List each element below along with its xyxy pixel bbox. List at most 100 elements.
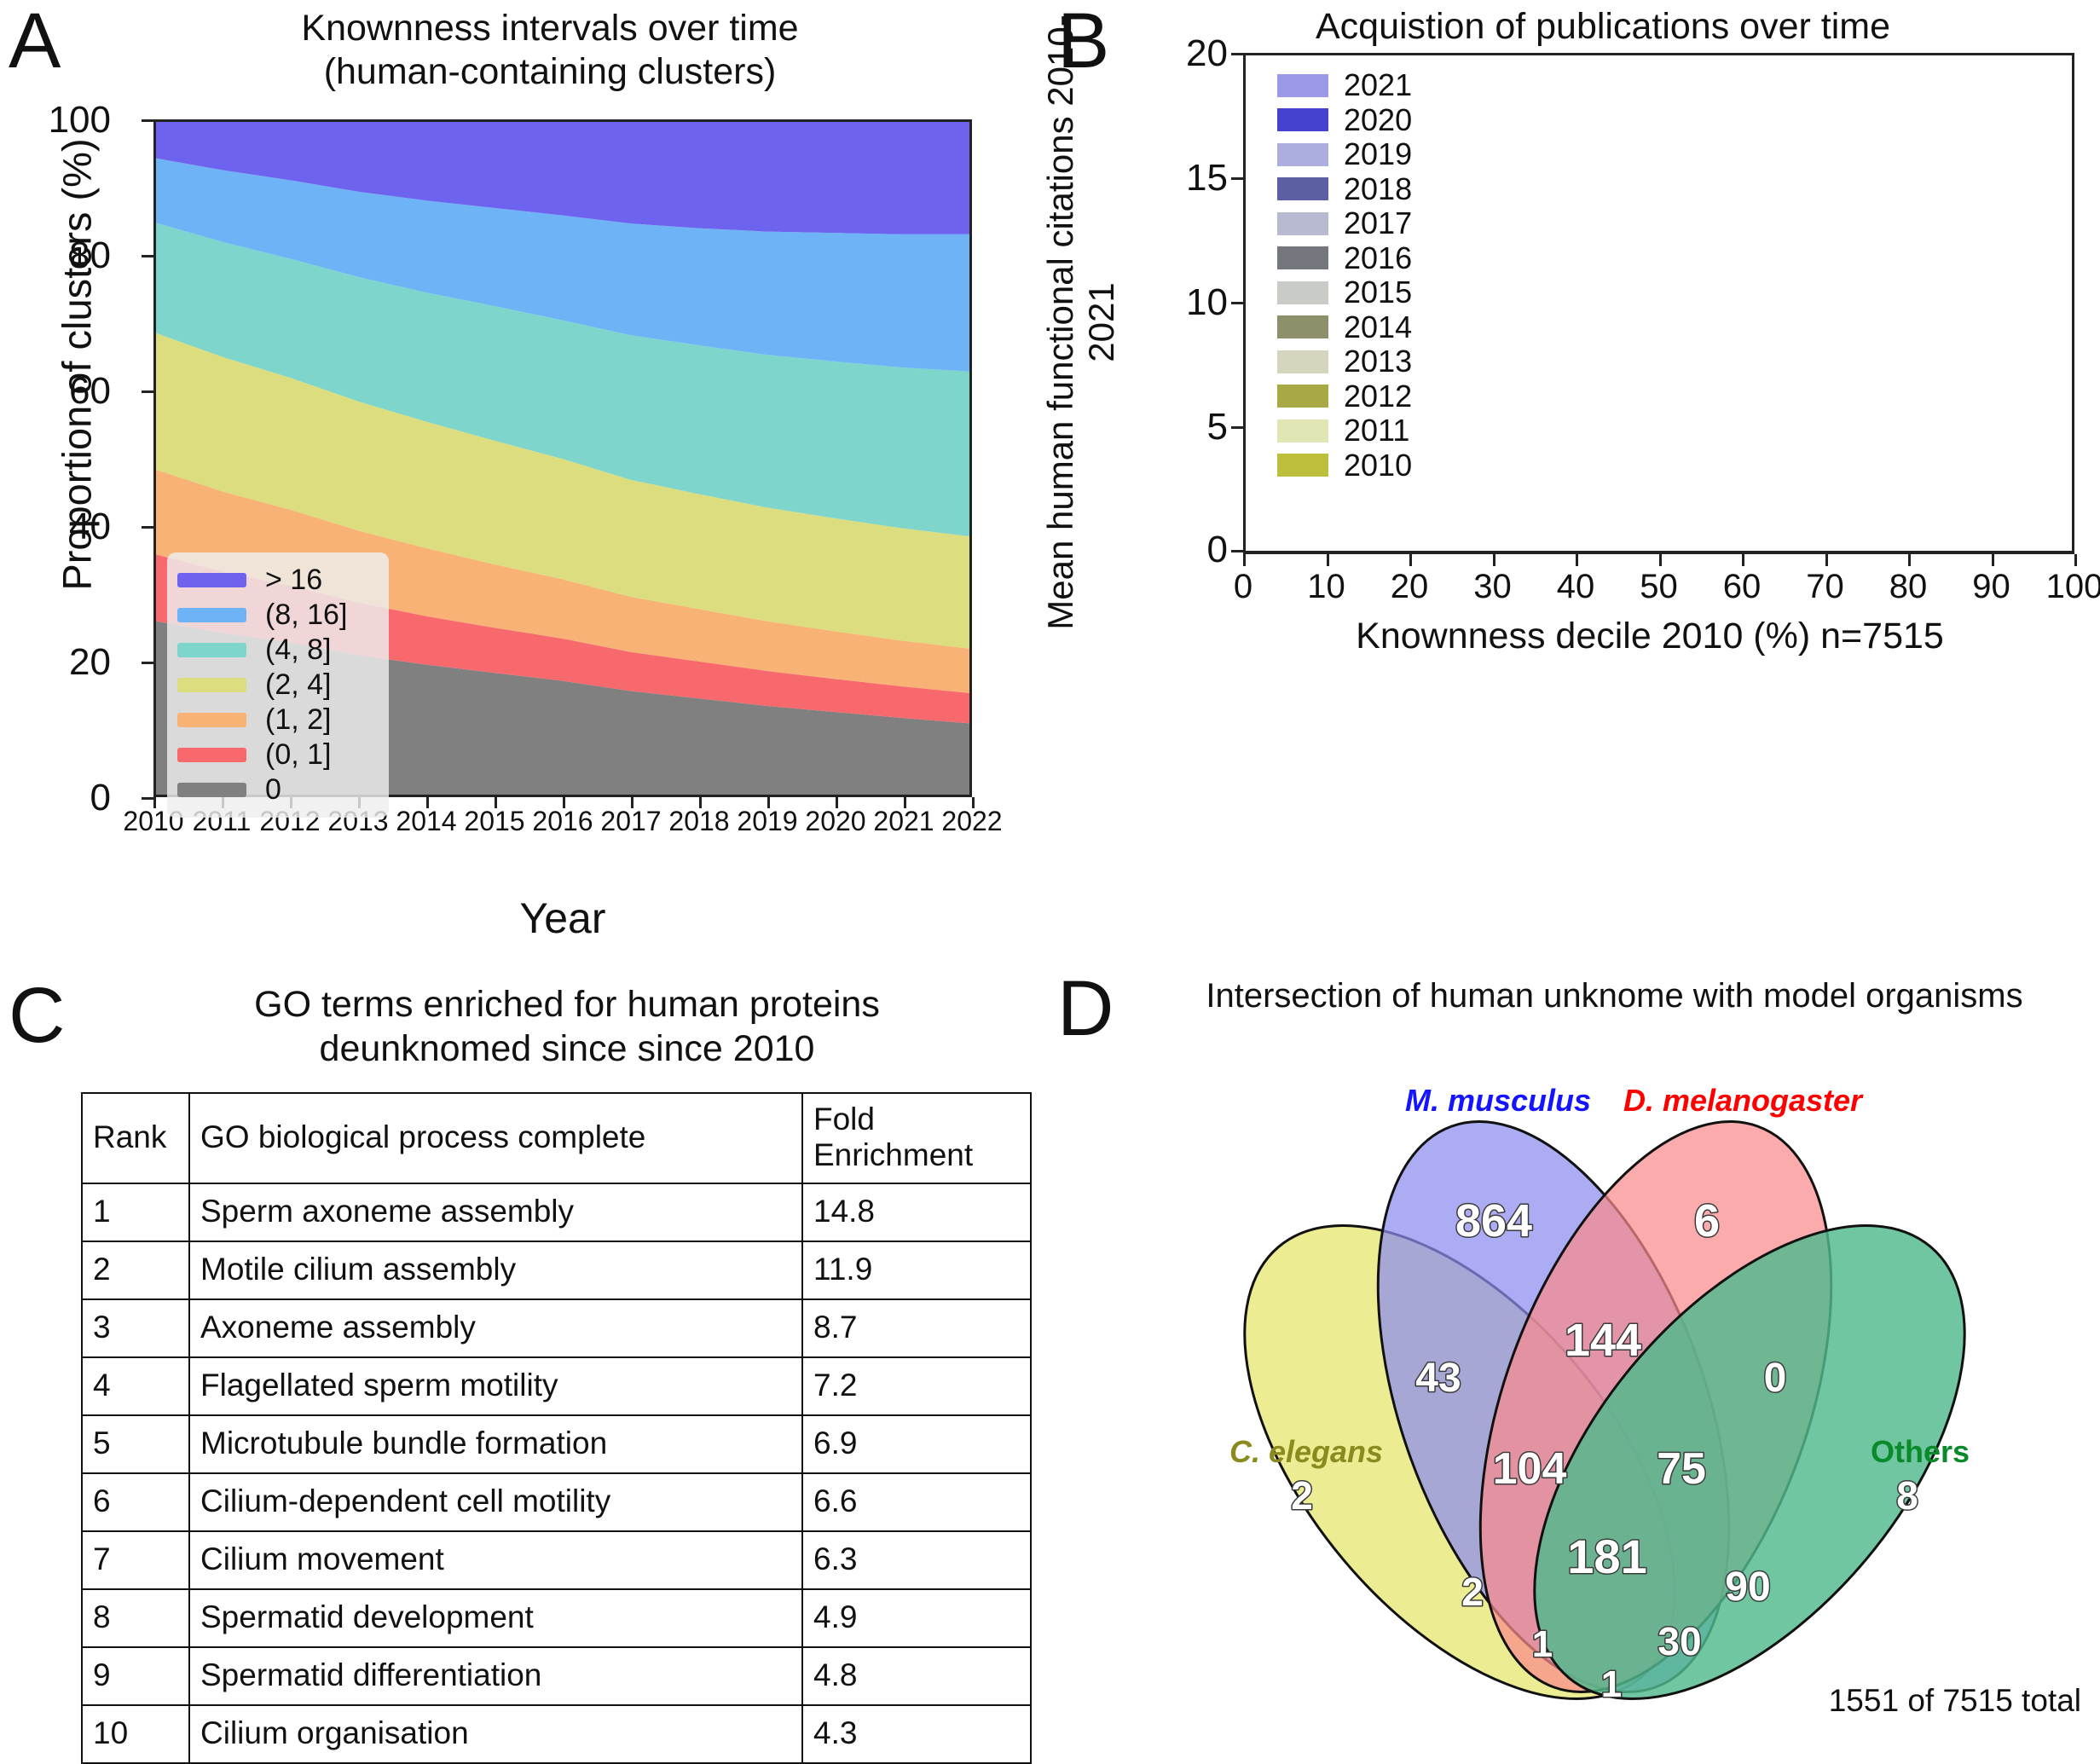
cell-rank: 9 [81,1646,190,1706]
b-ytick-5: 5 [1206,406,1228,448]
b-xtick-10: 10 [1307,568,1345,605]
a-xtick-2016: 2016 [532,806,593,836]
panel-a-legend[interactable]: > 16 (8, 16] (4, 8] (2, 4] (1, 2] (0, 1] 0 [167,552,389,818]
table-row: 1 Sperm axoneme assembly 14.8 [81,1183,1032,1242]
a-xtickmark [631,797,633,808]
b-legend-item[interactable]: 2021 [1277,67,1413,103]
a-xtick-2015: 2015 [464,806,525,836]
venn-count-Dm: 6 [1694,1195,1720,1246]
b-legend-item[interactable]: 2013 [1277,344,1412,379]
a-ytick-60: 60 [69,370,111,412]
b-legend-label: 2021 [1344,67,1413,103]
area-band--4-8- [156,223,969,537]
area-band--0-1- [156,554,969,724]
a-xtickmark [836,797,838,808]
legend-swatch-icon [177,678,246,692]
cell-fold-enrichment: 6.9 [801,1414,1032,1474]
cell-rank: 10 [81,1704,190,1764]
a-ytick-20: 20 [69,641,111,683]
venn-svg: 2 864 6 8 43 144 0 104 75 2 90 181 1 30 1 C. elegans M.… [1229,1083,2047,1726]
legend-swatch-icon [1277,385,1328,408]
a-xtickmark [563,797,565,808]
cell-fold-enrichment: 4.8 [801,1646,1032,1706]
a-legend-item[interactable]: (4, 8] [177,633,377,668]
b-xtick-0: 0 [1233,568,1253,605]
b-legend-item[interactable]: 2014 [1277,309,1413,345]
b-legend-item[interactable]: 2020 [1277,101,1413,138]
panel-b-x-axis-label: Knownness decile 2010 (%) n=7515 [1356,616,1944,656]
b-legend-item[interactable]: 2015 [1277,275,1412,310]
panel-a-title: Knownness intervals over time (human-con… [111,7,989,93]
panel-c-letter: C [9,972,66,1059]
b-tickmark [1231,177,1243,180]
a-legend-item[interactable]: > 16 [177,563,377,598]
b-legend-item[interactable]: 2012 [1277,379,1412,414]
a-legend-label: (0, 1] [265,738,332,771]
b-xtickmark [1908,554,1911,566]
b-legend-item[interactable]: 2011 [1277,413,1412,448]
b-bar-slot [1906,55,1989,552]
a-xtickmark [153,797,156,808]
venn-diagram: 2 864 6 8 43 144 0 104 75 2 90 181 1 30 1 C. elegans M.… [1093,1019,2099,1726]
cell-rank: 1 [81,1183,190,1242]
a-legend-label: (2, 4] [265,668,332,701]
a-tickmark [142,255,153,257]
b-xtickmark [2074,554,2077,566]
cell-rank: 2 [81,1241,190,1300]
panel-d-title: Intersection of human unknome with model… [1206,977,2023,1015]
panel-b-plot-area [1243,53,2074,552]
b-bar-slot [1824,55,1906,552]
b-legend-item[interactable]: 2018 [1277,171,1412,207]
b-legend-label: 2014 [1344,309,1413,344]
b-xtick-20: 20 [1390,568,1429,605]
venn-set-label-c-elegans: C. elegans [1229,1434,1383,1469]
b-legend-item[interactable]: 2017 [1277,205,1412,241]
legend-swatch-icon [1277,315,1328,339]
a-legend-item[interactable]: (2, 4] [177,668,377,703]
a-xtick-2021: 2021 [873,806,934,836]
cell-rank: 6 [81,1472,190,1532]
a-tickmark [142,526,153,529]
legend-swatch-icon [1277,108,1328,132]
venn-set-label-m-musculus: M. musculus [1405,1083,1591,1118]
a-tickmark [142,662,153,664]
b-xtick-30: 30 [1473,568,1512,605]
a-legend-item[interactable]: (8, 16] [177,598,377,633]
b-xtick-100: 100 [2045,568,2100,605]
b-bar-slot [1411,55,1494,552]
b-legend-label: 2020 [1344,101,1413,137]
b-legend-label: 2019 [1344,136,1413,172]
cell-fold-enrichment: 14.8 [801,1183,1032,1242]
cell-fold-enrichment: 7.2 [801,1356,1032,1416]
b-bar-slot [1989,55,2072,552]
cell-rank: 4 [81,1356,190,1416]
legend-swatch-icon [1277,350,1328,373]
venn-count-Dm_Ot: 0 [1764,1356,1787,1401]
b-legend-item[interactable]: 2010 [1277,448,1412,483]
b-xtick-50: 50 [1640,568,1678,605]
venn-ellipse-others[interactable] [1453,1149,2047,1726]
legend-swatch-icon [177,748,246,762]
area-band--1-2- [156,469,969,693]
panel-a-letter: A [9,0,61,84]
b-legend-item[interactable]: 2016 [1277,240,1412,276]
a-xtickmark [767,797,770,808]
b-xtickmark [1991,554,1994,566]
b-legend-item[interactable]: 2019 [1277,136,1413,172]
a-legend-item[interactable]: (1, 2] [177,703,377,737]
panel-b-letter: B [1057,0,1110,84]
a-legend-item[interactable]: 0 [177,772,377,807]
venn-count-Ce_Mm: 43 [1415,1356,1461,1401]
venn-count-Ce_Mm_Ot: 30 [1657,1619,1701,1663]
b-bar-slot [1741,55,1824,552]
a-tickmark [142,797,153,800]
column-header-fold-enrichment: Fold Enrichment [801,1092,1032,1184]
table-row: 9 Spermatid differentiation 4.8 [81,1646,1032,1706]
legend-swatch-icon [1277,454,1328,477]
panel-b-title: Acquistion of publications over time [1315,6,1891,47]
panel-b-legend[interactable]: 2021 2020 2019 2018 2017 2016 2015 2014 2013 2012… [1277,67,1413,483]
panel-a-title-line2: (human-containing clusters) [323,50,777,92]
a-legend-item[interactable]: (0, 1] [177,737,377,772]
cell-fold-enrichment: 4.3 [801,1704,1032,1764]
table-row: 7 Cilium movement 6.3 [81,1530,1032,1590]
